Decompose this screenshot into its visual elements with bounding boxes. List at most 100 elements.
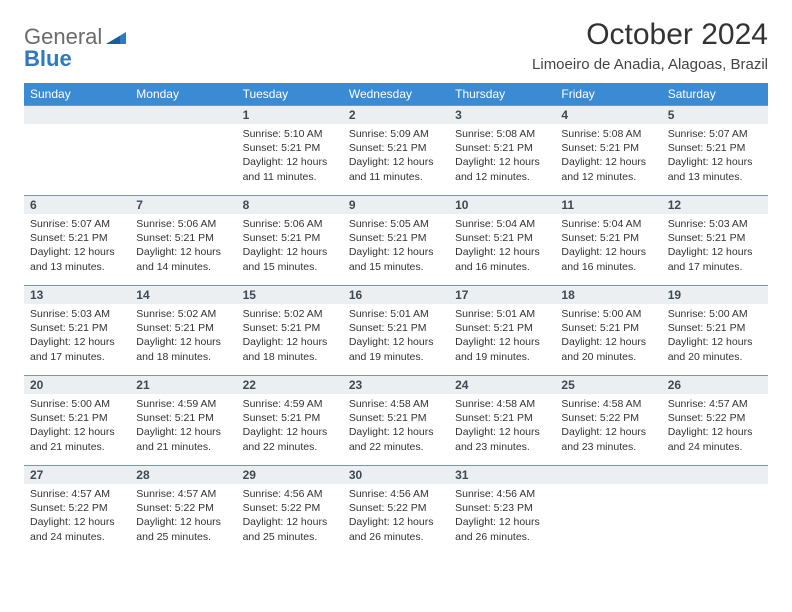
sunset-text: Sunset: 5:21 PM [30, 231, 124, 245]
day-number-cell: 12 [662, 196, 768, 215]
daylight-text: Daylight: 12 hours and 18 minutes. [136, 335, 230, 363]
day-number-cell: 5 [662, 106, 768, 125]
day-number-cell: 13 [24, 286, 130, 305]
day-number-cell: 31 [449, 466, 555, 485]
weekday-header: Saturday [662, 83, 768, 106]
sunrise-text: Sunrise: 5:01 AM [455, 307, 549, 321]
day-body-cell: Sunrise: 5:10 AMSunset: 5:21 PMDaylight:… [237, 124, 343, 196]
sunrise-text: Sunrise: 5:04 AM [561, 217, 655, 231]
sunrise-text: Sunrise: 5:01 AM [349, 307, 443, 321]
sunrise-text: Sunrise: 4:58 AM [455, 397, 549, 411]
daylight-text: Daylight: 12 hours and 22 minutes. [243, 425, 337, 453]
sunset-text: Sunset: 5:21 PM [668, 141, 762, 155]
sunrise-text: Sunrise: 5:03 AM [30, 307, 124, 321]
day-body-cell: Sunrise: 5:02 AMSunset: 5:21 PMDaylight:… [130, 304, 236, 376]
weekday-header: Friday [555, 83, 661, 106]
sunset-text: Sunset: 5:21 PM [455, 321, 549, 335]
day-number-cell: 23 [343, 376, 449, 395]
day-body-cell: Sunrise: 5:03 AMSunset: 5:21 PMDaylight:… [662, 214, 768, 286]
day-body-cell: Sunrise: 4:58 AMSunset: 5:21 PMDaylight:… [343, 394, 449, 466]
day-body-cell: Sunrise: 5:00 AMSunset: 5:21 PMDaylight:… [555, 304, 661, 376]
daylight-text: Daylight: 12 hours and 12 minutes. [561, 155, 655, 183]
day-number-cell: 8 [237, 196, 343, 215]
day-number-cell: 2 [343, 106, 449, 125]
sunset-text: Sunset: 5:21 PM [349, 411, 443, 425]
weekday-header: Wednesday [343, 83, 449, 106]
weekday-header: Sunday [24, 83, 130, 106]
sunrise-text: Sunrise: 5:00 AM [668, 307, 762, 321]
day-number-cell: 14 [130, 286, 236, 305]
day-body-row: Sunrise: 5:10 AMSunset: 5:21 PMDaylight:… [24, 124, 768, 196]
day-number-cell: 11 [555, 196, 661, 215]
sunrise-text: Sunrise: 4:56 AM [243, 487, 337, 501]
daylight-text: Daylight: 12 hours and 16 minutes. [561, 245, 655, 273]
day-body-cell [662, 484, 768, 555]
day-body-cell: Sunrise: 4:57 AMSunset: 5:22 PMDaylight:… [130, 484, 236, 555]
sunrise-text: Sunrise: 5:06 AM [136, 217, 230, 231]
day-number-cell: 29 [237, 466, 343, 485]
day-body-cell: Sunrise: 4:57 AMSunset: 5:22 PMDaylight:… [662, 394, 768, 466]
daylight-text: Daylight: 12 hours and 24 minutes. [30, 515, 124, 543]
sunset-text: Sunset: 5:21 PM [349, 321, 443, 335]
sunset-text: Sunset: 5:21 PM [243, 231, 337, 245]
day-number-cell: 26 [662, 376, 768, 395]
sunrise-text: Sunrise: 4:59 AM [243, 397, 337, 411]
weekday-header: Tuesday [237, 83, 343, 106]
daylight-text: Daylight: 12 hours and 24 minutes. [668, 425, 762, 453]
sunrise-text: Sunrise: 5:04 AM [455, 217, 549, 231]
sunset-text: Sunset: 5:21 PM [561, 321, 655, 335]
sunset-text: Sunset: 5:21 PM [243, 141, 337, 155]
day-body-cell: Sunrise: 5:00 AMSunset: 5:21 PMDaylight:… [662, 304, 768, 376]
sunrise-text: Sunrise: 4:57 AM [136, 487, 230, 501]
day-number-cell [130, 106, 236, 125]
sunrise-text: Sunrise: 5:07 AM [30, 217, 124, 231]
day-number-cell: 16 [343, 286, 449, 305]
sunrise-text: Sunrise: 4:57 AM [30, 487, 124, 501]
day-body-cell: Sunrise: 4:58 AMSunset: 5:22 PMDaylight:… [555, 394, 661, 466]
day-body-cell: Sunrise: 5:04 AMSunset: 5:21 PMDaylight:… [449, 214, 555, 286]
day-number-cell: 6 [24, 196, 130, 215]
day-number-row: 20212223242526 [24, 376, 768, 395]
day-number-row: 2728293031 [24, 466, 768, 485]
day-body-cell: Sunrise: 5:00 AMSunset: 5:21 PMDaylight:… [24, 394, 130, 466]
sunrise-text: Sunrise: 5:05 AM [349, 217, 443, 231]
day-body-cell: Sunrise: 5:07 AMSunset: 5:21 PMDaylight:… [24, 214, 130, 286]
day-body-cell: Sunrise: 5:02 AMSunset: 5:21 PMDaylight:… [237, 304, 343, 376]
day-number-row: 6789101112 [24, 196, 768, 215]
logo-mark-icon [106, 26, 126, 48]
sunrise-text: Sunrise: 5:09 AM [349, 127, 443, 141]
day-body-cell: Sunrise: 5:01 AMSunset: 5:21 PMDaylight:… [343, 304, 449, 376]
day-number-cell [662, 466, 768, 485]
daylight-text: Daylight: 12 hours and 25 minutes. [243, 515, 337, 543]
daylight-text: Daylight: 12 hours and 21 minutes. [30, 425, 124, 453]
day-body-cell: Sunrise: 5:09 AMSunset: 5:21 PMDaylight:… [343, 124, 449, 196]
day-number-cell: 20 [24, 376, 130, 395]
sunset-text: Sunset: 5:21 PM [243, 411, 337, 425]
day-body-cell: Sunrise: 4:56 AMSunset: 5:22 PMDaylight:… [237, 484, 343, 555]
daylight-text: Daylight: 12 hours and 17 minutes. [30, 335, 124, 363]
day-body-cell: Sunrise: 4:59 AMSunset: 5:21 PMDaylight:… [130, 394, 236, 466]
sunrise-text: Sunrise: 5:02 AM [136, 307, 230, 321]
day-number-cell: 3 [449, 106, 555, 125]
sunrise-text: Sunrise: 4:58 AM [349, 397, 443, 411]
sunrise-text: Sunrise: 4:57 AM [668, 397, 762, 411]
title-block: October 2024 Limoeiro de Anadia, Alagoas… [532, 18, 768, 73]
day-number-row: 13141516171819 [24, 286, 768, 305]
daylight-text: Daylight: 12 hours and 20 minutes. [668, 335, 762, 363]
day-number-cell: 25 [555, 376, 661, 395]
day-number-cell: 18 [555, 286, 661, 305]
day-body-row: Sunrise: 4:57 AMSunset: 5:22 PMDaylight:… [24, 484, 768, 555]
day-body-cell: Sunrise: 5:07 AMSunset: 5:21 PMDaylight:… [662, 124, 768, 196]
sunrise-text: Sunrise: 5:08 AM [455, 127, 549, 141]
day-body-cell: Sunrise: 4:59 AMSunset: 5:21 PMDaylight:… [237, 394, 343, 466]
sunrise-text: Sunrise: 5:10 AM [243, 127, 337, 141]
day-number-cell: 21 [130, 376, 236, 395]
daylight-text: Daylight: 12 hours and 25 minutes. [136, 515, 230, 543]
daylight-text: Daylight: 12 hours and 19 minutes. [349, 335, 443, 363]
day-body-cell: Sunrise: 5:01 AMSunset: 5:21 PMDaylight:… [449, 304, 555, 376]
sunset-text: Sunset: 5:21 PM [136, 231, 230, 245]
daylight-text: Daylight: 12 hours and 23 minutes. [455, 425, 549, 453]
daylight-text: Daylight: 12 hours and 13 minutes. [668, 155, 762, 183]
location: Limoeiro de Anadia, Alagoas, Brazil [532, 56, 768, 73]
sunset-text: Sunset: 5:21 PM [349, 141, 443, 155]
